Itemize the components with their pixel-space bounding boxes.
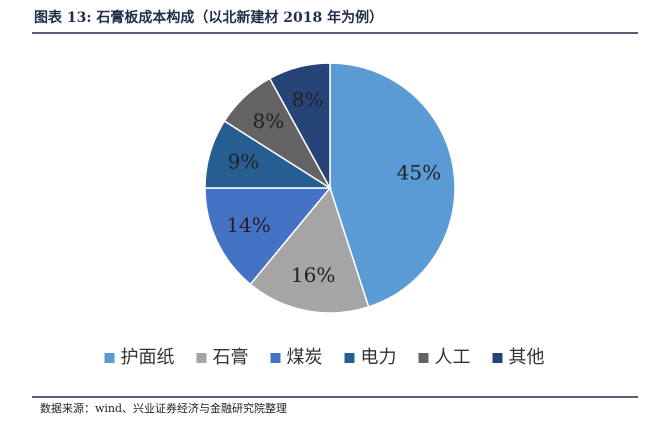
legend-label: 石膏 xyxy=(213,346,249,368)
pie-slice xyxy=(268,62,331,189)
legend-swatch xyxy=(344,353,355,363)
legend-swatch xyxy=(270,353,281,363)
source: 数据来源：wind、兴业证券经济与金融研究院整理 xyxy=(40,401,287,415)
data-label: 8% xyxy=(253,109,285,133)
pie-slice xyxy=(204,187,332,286)
legend-swatch xyxy=(196,353,207,363)
legend-swatch xyxy=(418,353,429,363)
legend: 护面纸 石膏 煤炭 电力 人工 其他 xyxy=(104,346,545,368)
legend-label: 护面纸 xyxy=(121,347,175,368)
legend-label: 人工 xyxy=(435,347,471,368)
legend-swatch xyxy=(492,353,503,363)
data-label: 8% xyxy=(292,87,324,111)
data-label: 45% xyxy=(397,160,441,184)
legend-label: 煤炭 xyxy=(287,347,323,368)
data-label: 16% xyxy=(291,263,335,287)
data-label: 14% xyxy=(226,213,270,237)
legend-swatch xyxy=(104,353,115,363)
legend-label: 电力 xyxy=(361,347,397,368)
pie-slice xyxy=(329,62,456,308)
legend-label: 其他 xyxy=(509,347,545,368)
pie-slice xyxy=(249,186,370,314)
data-label: 9% xyxy=(228,149,260,173)
chart-title: 图表 13: 石膏板成本构成（以北新建材 2018 年为例） xyxy=(34,9,383,26)
